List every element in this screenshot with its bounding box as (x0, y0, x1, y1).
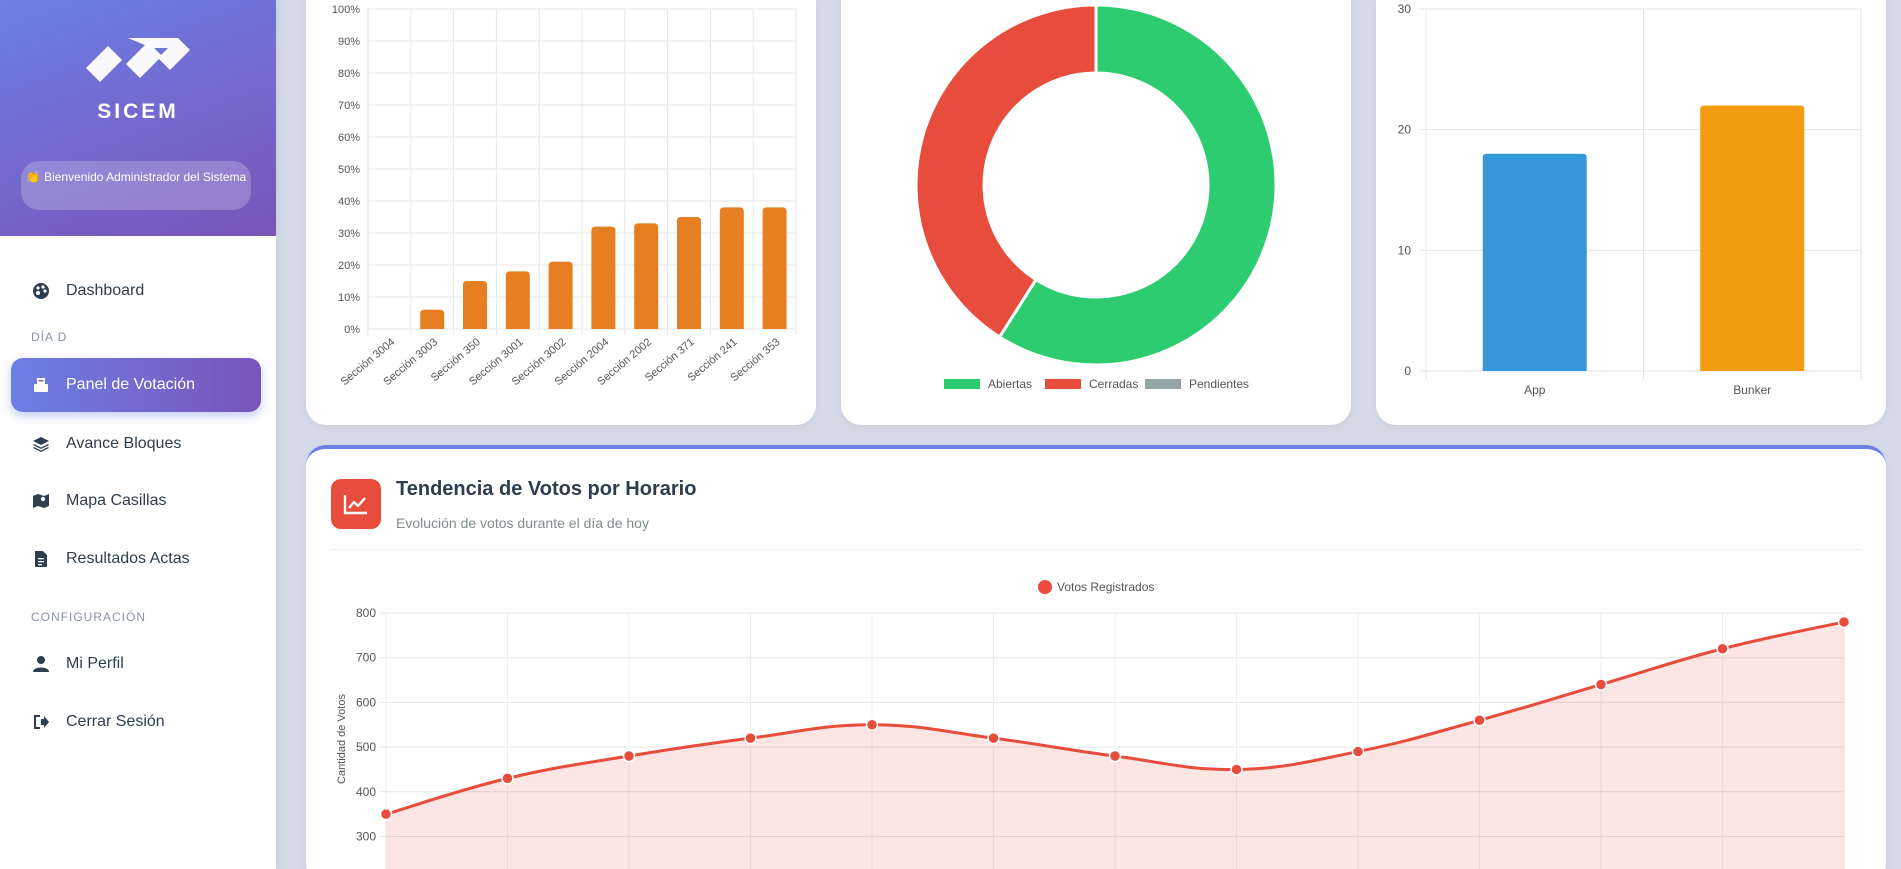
welcome-badge: 👏 Bienvenido Administrador del Sistema (21, 161, 251, 210)
legend-label: Cerradas (1089, 377, 1138, 391)
area-fill (386, 621, 1844, 869)
sidebar-item-label: Resultados Actas (66, 550, 190, 567)
sidebar-item-label: Panel de Votación (66, 376, 195, 393)
map-icon (31, 491, 51, 511)
y-tick-label: 600 (356, 695, 376, 709)
bar (591, 226, 616, 329)
data-point (1108, 749, 1122, 763)
y-tick-label: 60% (338, 132, 360, 144)
sidebar-item-mi-perfil[interactable]: Mi Perfil (11, 637, 261, 691)
palette-icon (31, 281, 51, 301)
sidebar-item-mapa-casillas[interactable]: Mapa Casillas (11, 474, 261, 528)
y-tick-label: 0% (344, 324, 360, 336)
data-point (379, 807, 393, 821)
vote-box-icon (31, 375, 51, 395)
votes-trend-chart: Votos Registrados 300 400 500 600 700 800 Canti… (336, 580, 1851, 869)
y-tick-label: 90% (338, 36, 360, 48)
data-point (1716, 642, 1729, 656)
sidebar-item-label: Dashboard (66, 282, 145, 299)
y-tick-label: 30% (338, 228, 360, 240)
sidebar-item-label: Mi Perfil (66, 655, 124, 672)
bar (548, 261, 573, 329)
trend-subtitle: Evolución de votos durante el día de hoy (396, 515, 649, 531)
sidebar: SICEM 👏 Bienvenido Administrador del Sis… (0, 0, 276, 869)
data-point (1473, 714, 1486, 727)
casillas-donut-chart: Abiertas Cerradas Pendientes (914, 3, 1278, 391)
logo-text: SICEM (97, 100, 179, 123)
chart-line-icon (331, 479, 381, 529)
bar (677, 217, 701, 329)
data-point (744, 731, 757, 745)
y-tick-label: 50% (338, 164, 360, 176)
logo-icon (86, 38, 190, 82)
bar (463, 281, 487, 329)
sidebar-item-dashboard[interactable]: Dashboard (11, 264, 261, 318)
data-point (1837, 615, 1851, 629)
y-axis-label: Cantidad de Votos (336, 694, 348, 784)
bar (634, 223, 659, 329)
sidebar-item-label: Cerrar Sesión (66, 713, 165, 730)
x-tick-label: Bunker (1733, 383, 1771, 397)
y-tick-label: 80% (338, 68, 360, 80)
donut-slice (914, 3, 1098, 340)
document-icon (31, 549, 51, 569)
donut-slice (997, 3, 1278, 367)
y-tick-label: 500 (356, 740, 376, 754)
data-point (501, 772, 514, 785)
y-tick-label: 10 (1398, 243, 1412, 257)
logout-icon (31, 712, 51, 732)
bar (420, 309, 445, 329)
legend-swatch (944, 379, 980, 389)
y-tick-label: 100% (332, 4, 360, 16)
section-label-dia-d: DÍA D (31, 330, 68, 344)
data-point (622, 749, 636, 763)
bar (1700, 105, 1805, 372)
card-estado-casillas: Abiertas Cerradas Pendientes (841, 0, 1351, 425)
bar (1482, 153, 1587, 371)
legend-swatch (1145, 379, 1181, 389)
sidebar-item-avance-bloques[interactable]: Avance Bloques (11, 417, 261, 471)
y-tick-label: 700 (356, 651, 376, 665)
legend-label: Abiertas (988, 377, 1032, 391)
card-origen-votos: 0 10 20 30 App Bunker (1376, 0, 1886, 425)
card-tendencia-votos: Tendencia de Votos por Horario Evolución… (306, 445, 1886, 869)
divider (331, 549, 1861, 550)
legend-label: Pendientes (1189, 377, 1249, 391)
y-tick-label: 0 (1404, 364, 1411, 378)
legend-swatch (1045, 379, 1081, 389)
sidebar-item-panel-votacion[interactable]: Panel de Votación (11, 358, 261, 412)
y-tick-label: 400 (356, 785, 376, 799)
y-tick-label: 20% (338, 260, 360, 272)
sidebar-item-resultados-actas[interactable]: Resultados Actas (11, 532, 261, 586)
x-tick-label: App (1524, 383, 1546, 397)
legend-label: Votos Registrados (1057, 580, 1154, 594)
sidebar-header: SICEM 👏 Bienvenido Administrador del Sis… (0, 0, 276, 236)
trend-title: Tendencia de Votos por Horario (396, 478, 697, 500)
data-point (1594, 678, 1608, 691)
section-label-configuracion: CONFIGURACIÓN (31, 610, 146, 624)
legend-marker (1038, 580, 1052, 594)
data-point (1230, 763, 1243, 776)
y-tick-label: 20 (1398, 123, 1412, 137)
y-tick-label: 10% (338, 292, 360, 304)
y-tick-label: 70% (338, 100, 360, 112)
bar (719, 207, 744, 329)
y-tick-label: 40% (338, 196, 360, 208)
card-avance-secciones: 0% 10% 20% 30% 40% 50% 60% 70% 80% 90% 100% Sección… (306, 0, 816, 425)
sections-bar-chart: 0%10%20%30%40%50%60%70%80%90%100%Sección… (332, 4, 797, 388)
data-point (1351, 745, 1365, 758)
layers-icon (31, 434, 51, 454)
sidebar-item-label: Avance Bloques (66, 435, 182, 452)
data-point (865, 718, 879, 731)
y-tick-label: 300 (356, 830, 376, 844)
sidebar-item-cerrar-sesion[interactable]: Cerrar Sesión (11, 695, 261, 749)
data-point (987, 731, 1000, 745)
bar (505, 271, 530, 329)
bar (762, 207, 787, 329)
y-tick-label: 800 (356, 606, 376, 620)
y-tick-label: 30 (1398, 2, 1412, 16)
sidebar-item-label: Mapa Casillas (66, 492, 167, 509)
user-icon (31, 654, 51, 674)
source-bar-chart: 0 10 20 30 App Bunker (1398, 2, 1862, 397)
